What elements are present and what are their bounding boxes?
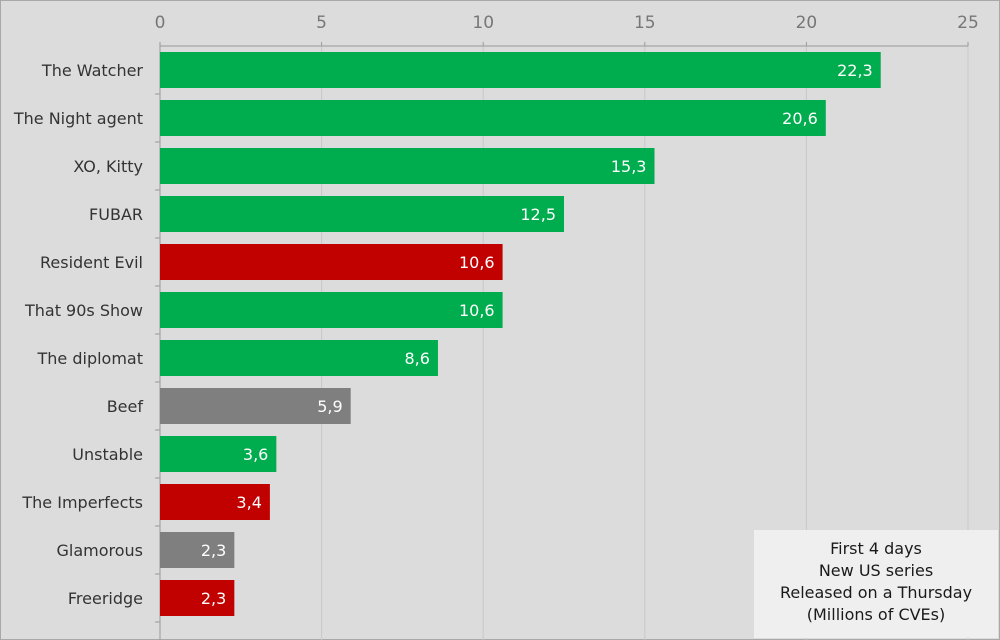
category-label: Freeridge — [68, 589, 143, 608]
bar — [160, 244, 503, 280]
bar — [160, 484, 270, 520]
bar — [160, 292, 503, 328]
category-label: That 90s Show — [24, 301, 143, 320]
data-label: 8,6 — [404, 349, 429, 368]
legend-line: First 4 days — [830, 539, 922, 558]
data-label: 3,4 — [236, 493, 261, 512]
data-label: 12,5 — [520, 205, 556, 224]
category-label: Beef — [107, 397, 144, 416]
bar — [160, 148, 655, 184]
x-tick-label: 20 — [796, 13, 818, 33]
data-label: 5,9 — [317, 397, 342, 416]
category-label: The Night agent — [13, 109, 143, 128]
data-label: 22,3 — [837, 61, 873, 80]
category-label: Unstable — [72, 445, 143, 464]
bar — [160, 196, 564, 232]
x-tick-label: 0 — [155, 13, 166, 33]
bar — [160, 532, 235, 568]
x-tick-label: 25 — [957, 13, 979, 33]
category-label: The diplomat — [37, 349, 144, 368]
legend-line: Released on a Thursday — [779, 583, 973, 602]
bar — [160, 388, 351, 424]
data-label: 3,6 — [243, 445, 268, 464]
data-label: 10,6 — [459, 301, 495, 320]
data-label: 2,3 — [201, 541, 226, 560]
category-label: The Watcher — [41, 61, 144, 80]
data-label: 15,3 — [611, 157, 647, 176]
bar — [160, 100, 826, 136]
legend-line: New US series — [818, 561, 934, 580]
bar — [160, 580, 235, 616]
category-label: Resident Evil — [40, 253, 143, 272]
category-label: Glamorous — [56, 541, 143, 560]
category-label: FUBAR — [89, 205, 143, 224]
data-label: 20,6 — [782, 109, 818, 128]
bar — [160, 52, 881, 88]
bar — [160, 340, 438, 376]
data-label: 2,3 — [201, 589, 226, 608]
category-label: The Imperfects — [21, 493, 143, 512]
legend-box: First 4 days New US series Released on a… — [754, 530, 998, 638]
legend-line: (Millions of CVEs) — [806, 605, 946, 624]
bar — [160, 436, 277, 472]
x-tick-label: 10 — [472, 13, 494, 33]
data-label: 10,6 — [459, 253, 495, 272]
x-tick-label: 15 — [634, 13, 656, 33]
x-tick-label: 5 — [316, 13, 327, 33]
category-label: XO, Kitty — [73, 157, 143, 176]
